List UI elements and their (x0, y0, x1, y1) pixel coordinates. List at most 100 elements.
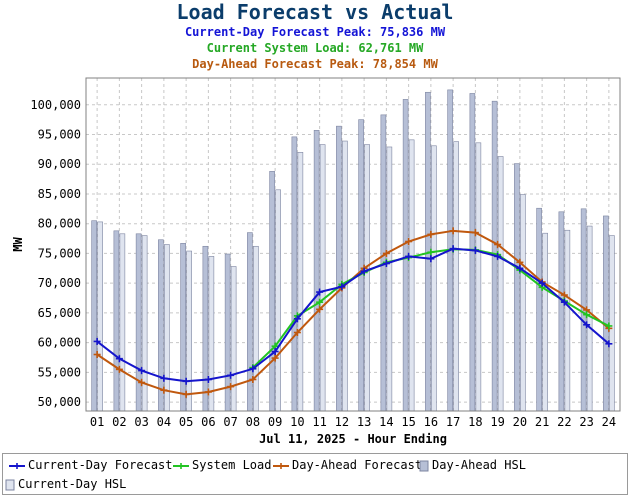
day-ahead-forecast-point (115, 365, 123, 373)
day-ahead-forecast-peak: Day-Ahead Forecast Peak: 78,854 MW (192, 57, 438, 71)
bar-day-ahead-hsl (135, 233, 142, 412)
day-ahead-forecast-point (93, 351, 101, 359)
x-tick-label: 03 (134, 415, 148, 429)
current-day-forecast-point (605, 340, 613, 348)
y-tick-label: 70,000 (38, 276, 81, 290)
day-ahead-forecast-point (182, 390, 190, 398)
current-day-forecast-peak: Current-Day Forecast Peak: 75,836 MW (184, 25, 446, 39)
legend-current-day-forecast: Current-Day Forecast (9, 458, 173, 472)
x-tick-label: 01 (90, 415, 104, 429)
x-tick-label: 11 (312, 415, 326, 429)
bar-day-ahead-hsl (536, 207, 542, 412)
bar-day-ahead-hsl (91, 220, 97, 412)
x-tick-label: 20 (513, 415, 527, 429)
plot-area (86, 78, 620, 411)
bar-current-day-hsl (586, 225, 593, 412)
y-tick-label: 50,000 (38, 395, 81, 409)
x-tick-label: 06 (201, 415, 215, 429)
bar-day-ahead-hsl (247, 232, 253, 412)
legend-system-load: System Load (173, 458, 272, 472)
legend-day-ahead-forecast: Day-Ahead Forecast (273, 458, 423, 472)
x-tick-label: 21 (535, 415, 549, 429)
day-ahead-forecast-point (249, 375, 257, 383)
x-tick-label: 05 (179, 415, 193, 429)
current-day-forecast-point (182, 377, 190, 385)
day-ahead-forecast-point (293, 329, 301, 337)
x-tick-label: 12 (335, 415, 349, 429)
y-tick-label: 55,000 (38, 365, 81, 379)
x-tick-label: 07 (223, 415, 237, 429)
bar-current-day-hsl (164, 244, 170, 412)
x-tick-label: 13 (357, 415, 371, 429)
current-day-forecast-point (360, 267, 368, 275)
day-ahead-forecast-point (138, 378, 146, 386)
day-ahead-forecast-point (449, 227, 457, 235)
bar-current-day-hsl (542, 232, 548, 412)
day-ahead-forecast-point (316, 305, 324, 313)
system-load-point (427, 248, 435, 256)
y-tick-label: 95,000 (38, 127, 81, 141)
bar-current-day-hsl (564, 229, 571, 412)
current-day-forecast-point (293, 315, 301, 323)
current-day-forecast-point (427, 255, 435, 263)
bar-day-ahead-hsl (291, 136, 298, 412)
x-tick-label: 17 (446, 415, 460, 429)
x-tick-label: 02 (112, 415, 126, 429)
x-tick-label: 15 (401, 415, 415, 429)
bar-current-day-hsl (475, 142, 482, 412)
bar-current-day-hsl (297, 152, 304, 412)
x-tick-label: 04 (157, 415, 171, 429)
legend: Current-Day Forecast System Load Day-Ahe… (2, 453, 628, 495)
system-load-point (583, 311, 591, 319)
bar-current-day-hsl (253, 245, 259, 412)
bar-day-ahead-hsl (358, 119, 364, 412)
current-day-forecast-point (538, 279, 546, 287)
day-ahead-forecast-point (405, 238, 413, 246)
x-tick-label: 22 (557, 415, 571, 429)
x-tick-label: 14 (379, 415, 393, 429)
x-tick-label: 16 (424, 415, 438, 429)
current-day-forecast-point (249, 365, 257, 373)
plot-border (85, 77, 621, 412)
bar-current-day-hsl (453, 141, 459, 412)
system-load-point (605, 322, 613, 330)
bar-current-day-hsl (408, 139, 415, 412)
y-tick-label: 65,000 (38, 306, 81, 320)
current-day-forecast-point (516, 264, 524, 272)
series-lines (93, 227, 613, 398)
axes: 50,000 55,000 60,000 65,000 70,000 75,000 80,0… (11, 77, 621, 446)
bar-current-day-hsl (431, 145, 437, 412)
day-ahead-forecast-point (471, 229, 479, 237)
day-ahead-forecast-point (560, 291, 568, 299)
grid-lines (86, 78, 620, 411)
current-day-forecast-point (271, 348, 279, 356)
bar-current-day-hsl (119, 233, 126, 412)
bar-current-day-hsl (230, 266, 237, 412)
y-tick-label: 100,000 (30, 98, 81, 112)
current-day-forecast-point (115, 355, 123, 363)
bar-day-ahead-hsl (113, 230, 120, 412)
day-ahead-forecast-point (204, 388, 212, 396)
current-day-forecast-point (583, 321, 591, 329)
bar-current-day-hsl (386, 146, 393, 412)
bar-day-ahead-hsl (603, 215, 609, 412)
bar-current-day-hsl (275, 189, 281, 412)
bar-current-day-hsl (520, 194, 526, 412)
x-tick-label: 08 (246, 415, 260, 429)
y-axis-label: MW (11, 237, 25, 252)
day-ahead-forecast-point (382, 249, 390, 257)
bar-current-day-hsl (497, 156, 504, 412)
bar-day-ahead-hsl (514, 163, 520, 412)
x-tick-label: 09 (268, 415, 282, 429)
system-load-point (316, 298, 324, 306)
bar-current-day-hsl (609, 235, 615, 412)
bar-day-ahead-hsl (313, 130, 320, 412)
current-day-forecast-line (96, 247, 610, 383)
current-day-forecast-point (382, 260, 390, 268)
bar-day-ahead-hsl (558, 211, 565, 412)
bar-current-day-hsl (97, 221, 103, 412)
bar-day-ahead-hsl (202, 245, 209, 412)
current-day-forecast-point (227, 371, 235, 379)
day-ahead-forecast-point (516, 258, 524, 266)
y-tick-label: 90,000 (38, 157, 81, 171)
